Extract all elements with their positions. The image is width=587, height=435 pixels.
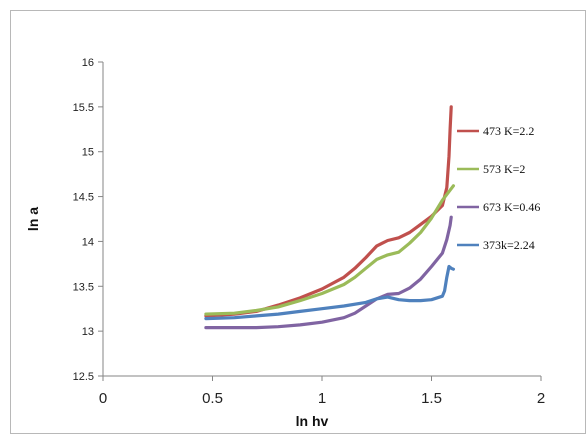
- legend-label: 473 K=2.2: [483, 124, 534, 138]
- y-tick-label: 15: [82, 147, 94, 159]
- y-tick-label: 13: [82, 326, 94, 338]
- y-tick-label: 13.5: [73, 281, 94, 293]
- x-tick-label: 0: [99, 390, 107, 407]
- x-tick-label: 1.5: [421, 390, 442, 407]
- legend-label: 573 K=2: [483, 162, 525, 176]
- series-lines: [204, 105, 455, 330]
- chart-frame: 12.5 13 13.5 14 14.5 15 15.5 16 0 0.5 1 1.5 2 473 K=…: [10, 10, 586, 434]
- x-tick-label: 0.5: [202, 390, 223, 407]
- y-tick-label: 12.5: [73, 371, 94, 383]
- y-axis-title: ln a: [25, 207, 41, 231]
- legend-label: 373k=2.24: [483, 238, 535, 252]
- y-tick-label: 16: [82, 57, 94, 69]
- x-tick-label: 1: [318, 390, 326, 407]
- x-axis-title: ln hv: [296, 413, 329, 429]
- y-tick-label: 14.5: [73, 192, 94, 204]
- y-tick-label: 15.5: [73, 102, 94, 114]
- x-tick-label: 2: [537, 390, 545, 407]
- chart-svg: 12.5 13 13.5 14 14.5 15 15.5 16 0 0.5 1 1.5 2 473 K=…: [25, 57, 546, 429]
- series-line-0: [204, 105, 453, 318]
- legend: 473 K=2.2 573 K=2 673 K=0.46 373k=2.24: [457, 124, 540, 252]
- series-line-3: [204, 264, 455, 321]
- axes: 12.5 13 13.5 14 14.5 15 15.5 16 0 0.5 1 1.5 2: [73, 57, 546, 407]
- series-line-1: [204, 184, 455, 316]
- legend-label: 673 K=0.46: [483, 200, 540, 214]
- y-tick-label: 14: [82, 236, 94, 248]
